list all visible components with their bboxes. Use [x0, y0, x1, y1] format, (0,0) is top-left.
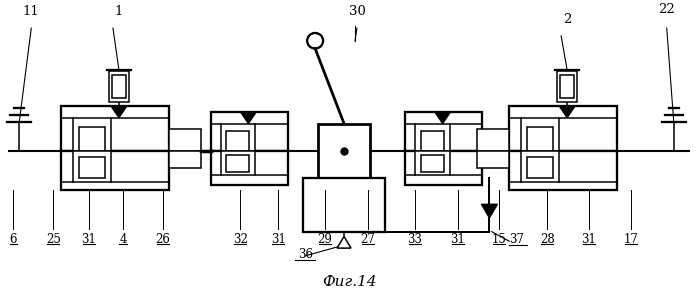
Text: 1: 1 [114, 5, 123, 18]
Bar [405, 112, 482, 151]
Bar [226, 155, 249, 172]
Text: 31: 31 [82, 233, 96, 246]
Text: 26: 26 [156, 233, 170, 246]
Bar [477, 151, 510, 168]
Bar [303, 178, 385, 232]
Polygon shape [337, 237, 351, 248]
Text: 6: 6 [10, 233, 17, 246]
Polygon shape [482, 204, 498, 218]
Bar [510, 151, 617, 190]
Bar [73, 151, 111, 182]
Bar [61, 151, 169, 190]
Bar [421, 131, 444, 151]
Bar [527, 127, 554, 151]
Text: 36: 36 [297, 248, 313, 261]
Bar [73, 118, 111, 151]
Bar [79, 157, 105, 178]
Bar [415, 151, 450, 175]
Text: 15: 15 [492, 233, 507, 246]
Bar [405, 151, 482, 185]
Bar [169, 151, 200, 168]
Bar [79, 127, 105, 151]
Text: 11: 11 [23, 5, 40, 18]
Bar [415, 123, 450, 151]
Bar [521, 118, 559, 151]
Bar [521, 151, 559, 182]
Text: 31: 31 [271, 233, 285, 246]
Bar [211, 112, 288, 151]
Text: 32: 32 [233, 233, 248, 246]
Text: 31: 31 [450, 233, 465, 246]
Text: 37: 37 [510, 233, 524, 247]
Text: 22: 22 [658, 3, 675, 16]
Text: 2: 2 [563, 13, 572, 26]
Text: Фиг.14: Фиг.14 [322, 275, 376, 289]
Bar [226, 131, 249, 151]
Bar [61, 106, 169, 151]
Polygon shape [435, 112, 451, 123]
Bar [221, 151, 255, 175]
Polygon shape [240, 112, 256, 123]
Text: 28: 28 [540, 233, 555, 246]
Bar [109, 71, 129, 102]
Polygon shape [111, 106, 127, 118]
Bar [421, 155, 444, 172]
Text: 30: 30 [348, 5, 366, 18]
Text: 27: 27 [360, 233, 376, 246]
Bar [112, 75, 126, 98]
Bar [527, 157, 554, 178]
Text: 31: 31 [581, 233, 597, 246]
Bar [211, 151, 288, 185]
Bar [510, 106, 617, 151]
Bar [169, 129, 200, 151]
Bar [560, 75, 574, 98]
Bar [477, 129, 510, 151]
Text: 25: 25 [46, 233, 61, 246]
Bar [318, 123, 370, 178]
Polygon shape [559, 106, 575, 118]
Bar [557, 71, 577, 102]
Text: 33: 33 [407, 233, 422, 246]
Text: 4: 4 [119, 233, 126, 246]
Text: 29: 29 [318, 233, 332, 246]
Bar [221, 123, 255, 151]
Text: 17: 17 [623, 233, 638, 246]
